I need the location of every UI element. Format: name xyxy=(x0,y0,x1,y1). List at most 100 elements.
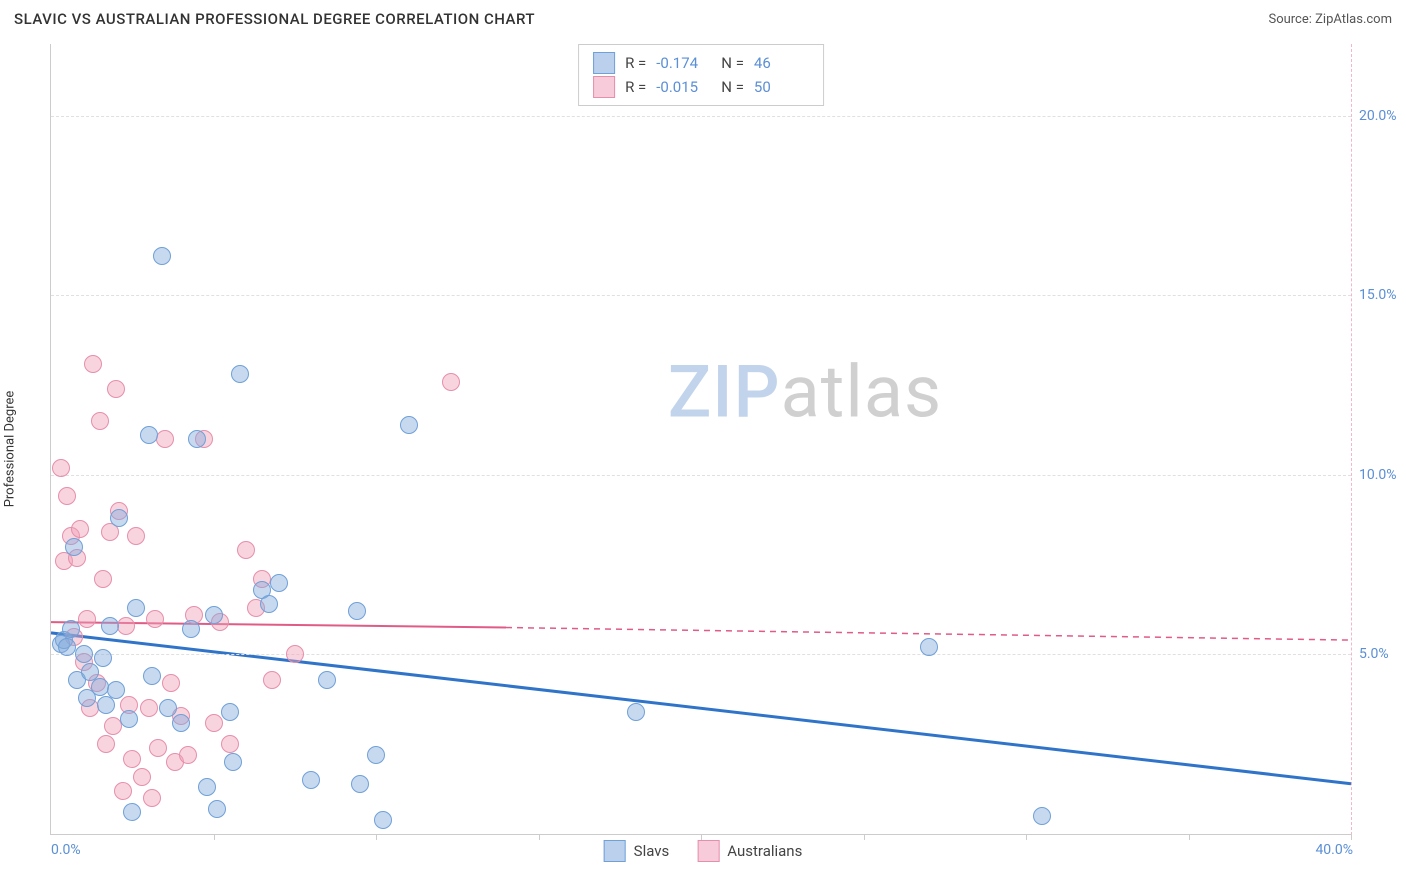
watermark-zip: ZIP xyxy=(668,349,781,434)
data-point xyxy=(140,699,158,717)
data-point xyxy=(117,617,135,635)
data-point xyxy=(123,750,141,768)
n-label: N = xyxy=(721,75,744,99)
trend-lines xyxy=(51,44,1351,834)
data-point xyxy=(198,778,216,796)
r-label: R = xyxy=(625,51,646,75)
legend-label: Australians xyxy=(727,842,802,860)
data-point xyxy=(179,746,197,764)
watermark-atlas: atlas xyxy=(781,349,943,434)
data-point xyxy=(65,538,83,556)
legend-label: Slavs xyxy=(634,842,670,860)
x-tick xyxy=(1189,834,1190,840)
data-point xyxy=(188,430,206,448)
gridline xyxy=(51,295,1351,296)
r-label: R = xyxy=(625,75,646,99)
data-point xyxy=(120,710,138,728)
data-point xyxy=(114,782,132,800)
r-value: -0.174 xyxy=(656,51,711,75)
data-point xyxy=(318,671,336,689)
data-point xyxy=(71,520,89,538)
data-point xyxy=(94,649,112,667)
data-point xyxy=(302,771,320,789)
legend-swatch xyxy=(593,76,615,98)
data-point xyxy=(182,620,200,638)
data-point xyxy=(156,430,174,448)
data-point xyxy=(127,599,145,617)
data-point xyxy=(84,355,102,373)
data-point xyxy=(627,703,645,721)
gridline xyxy=(51,475,1351,476)
data-point xyxy=(97,735,115,753)
x-tick xyxy=(1351,834,1352,840)
x-tick xyxy=(864,834,865,840)
x-tick xyxy=(214,834,215,840)
data-point xyxy=(110,509,128,527)
data-point xyxy=(123,803,141,821)
plot-region: ZIPatlas R =-0.174N =46R =-0.015N =50 5.… xyxy=(50,44,1352,835)
gridline xyxy=(51,654,1351,655)
gridline xyxy=(51,116,1351,117)
data-point xyxy=(208,800,226,818)
stats-legend: R =-0.174N =46R =-0.015N =50 xyxy=(578,44,824,106)
y-tick-label: 10.0% xyxy=(1359,467,1397,483)
data-point xyxy=(231,365,249,383)
data-point xyxy=(94,570,112,588)
data-point xyxy=(351,775,369,793)
y-tick-label: 5.0% xyxy=(1359,646,1389,662)
data-point xyxy=(58,487,76,505)
watermark: ZIPatlas xyxy=(668,349,942,434)
x-tick xyxy=(376,834,377,840)
n-label: N = xyxy=(721,51,744,75)
x-tick xyxy=(1026,834,1027,840)
data-point xyxy=(348,602,366,620)
chart-header: SLAVIC VS AUSTRALIAN PROFESSIONAL DEGREE… xyxy=(0,0,1406,34)
series-legend: Slavs Australians xyxy=(604,840,803,862)
chart-title: SLAVIC VS AUSTRALIAN PROFESSIONAL DEGREE… xyxy=(14,10,535,28)
data-point xyxy=(52,459,70,477)
data-point xyxy=(143,789,161,807)
data-point xyxy=(107,380,125,398)
data-point xyxy=(143,667,161,685)
source-label: Source: ZipAtlas.com xyxy=(1268,12,1392,27)
data-point xyxy=(159,699,177,717)
data-point xyxy=(127,527,145,545)
data-point xyxy=(286,645,304,663)
legend-swatch xyxy=(593,52,615,74)
x-tick-label-min: 0.0% xyxy=(51,842,81,858)
data-point xyxy=(146,610,164,628)
data-point xyxy=(91,412,109,430)
data-point xyxy=(1033,807,1051,825)
legend-item: Slavs xyxy=(604,840,670,862)
data-point xyxy=(221,735,239,753)
x-tick xyxy=(539,834,540,840)
stats-legend-row: R = -0.015 N = 50 xyxy=(593,75,809,99)
y-tick-label: 15.0% xyxy=(1359,287,1397,303)
data-point xyxy=(62,620,80,638)
data-point xyxy=(205,606,223,624)
data-point xyxy=(78,610,96,628)
data-point xyxy=(221,703,239,721)
y-axis-label: Professional Degree xyxy=(3,391,18,508)
data-point xyxy=(162,674,180,692)
data-point xyxy=(367,746,385,764)
legend-swatch xyxy=(604,840,626,862)
data-point xyxy=(205,714,223,732)
data-point xyxy=(107,681,125,699)
data-point xyxy=(91,678,109,696)
data-point xyxy=(172,714,190,732)
stats-legend-row: R =-0.174N =46 xyxy=(593,51,809,75)
data-point xyxy=(270,574,288,592)
data-point xyxy=(260,595,278,613)
legend-item: Australians xyxy=(697,840,802,862)
n-value: 50 xyxy=(754,75,809,99)
data-point xyxy=(920,638,938,656)
data-point xyxy=(101,617,119,635)
data-point xyxy=(149,739,167,757)
data-point xyxy=(140,426,158,444)
r-value: -0.015 xyxy=(656,75,711,99)
data-point xyxy=(400,416,418,434)
chart-area: Professional Degree ZIPatlas R = -0.174 N … xyxy=(0,34,1406,864)
data-point xyxy=(153,247,171,265)
data-point xyxy=(133,768,151,786)
